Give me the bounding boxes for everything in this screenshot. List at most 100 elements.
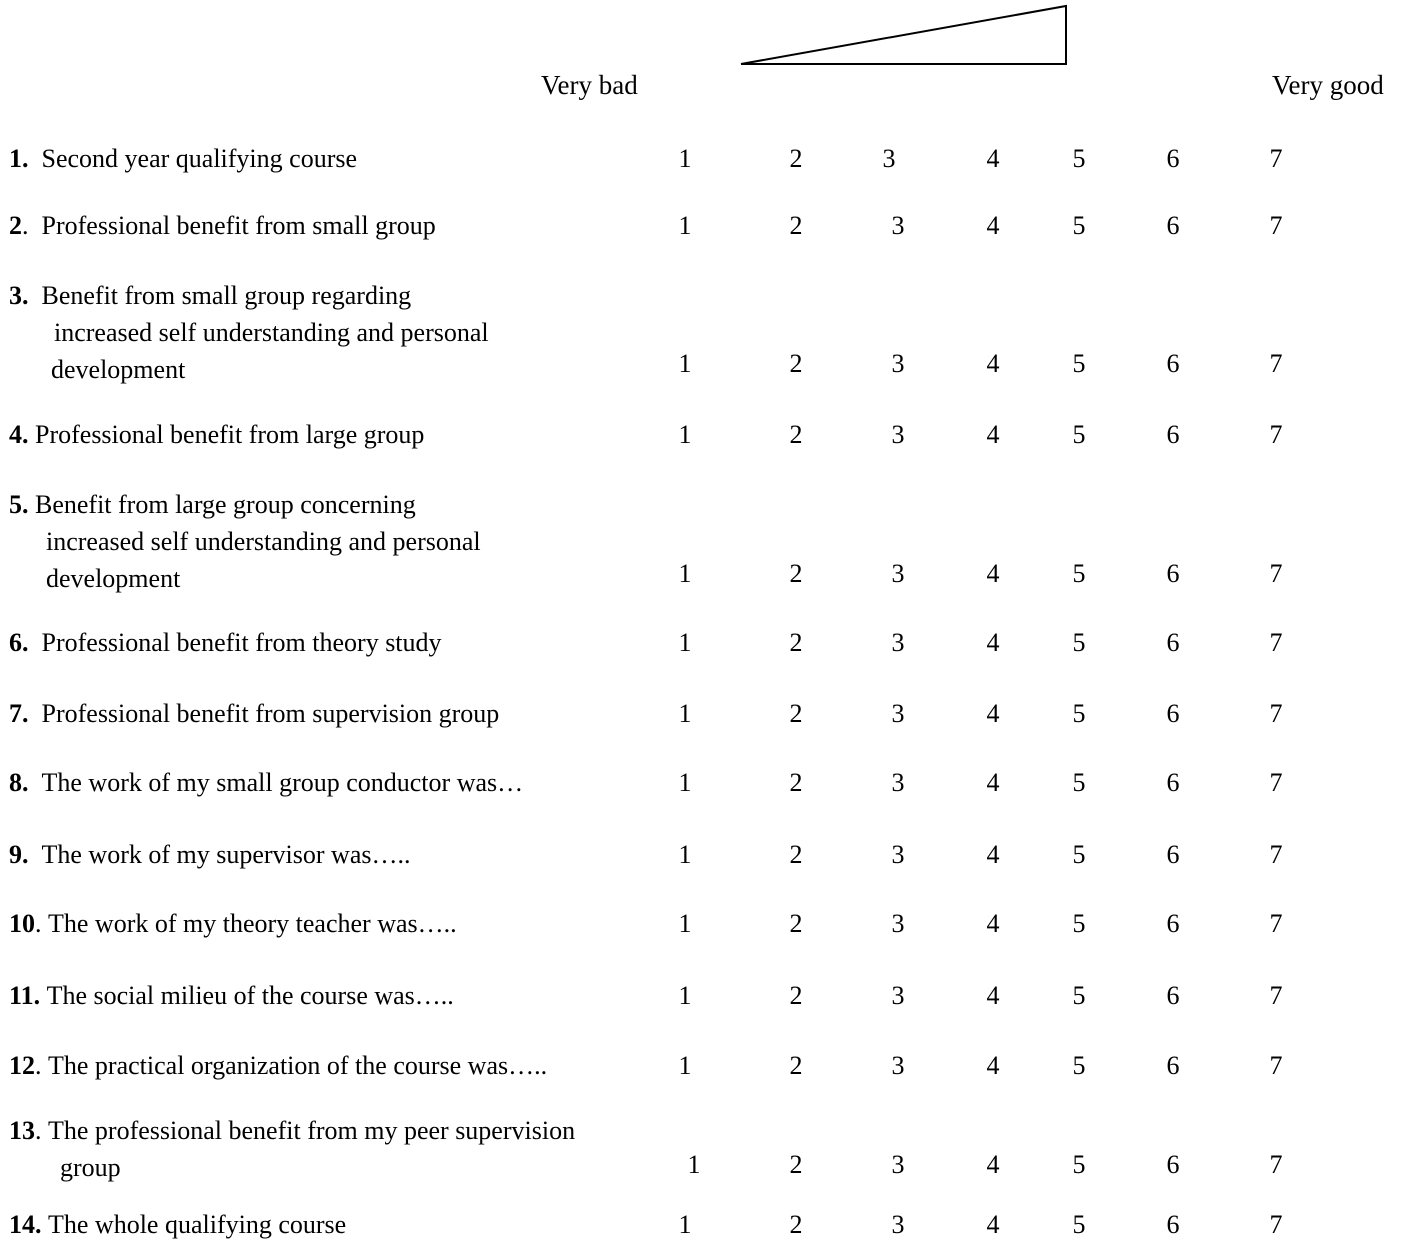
- rating-option-4[interactable]: 4: [986, 349, 1000, 378]
- rating-option-1[interactable]: 1: [678, 840, 692, 869]
- rating-option-4[interactable]: 4: [986, 628, 1000, 657]
- rating-option-6[interactable]: 6: [1166, 909, 1180, 938]
- rating-option-6[interactable]: 6: [1166, 768, 1180, 797]
- rating-option-2[interactable]: 2: [789, 559, 803, 588]
- rating-option-3[interactable]: 3: [891, 211, 905, 240]
- rating-option-7[interactable]: 7: [1269, 559, 1283, 588]
- rating-option-5[interactable]: 5: [1072, 840, 1086, 869]
- rating-option-3[interactable]: 3: [891, 420, 905, 449]
- rating-option-3[interactable]: 3: [891, 768, 905, 797]
- rating-option-5[interactable]: 5: [1072, 768, 1086, 797]
- rating-option-3[interactable]: 3: [891, 1210, 905, 1239]
- rating-option-7[interactable]: 7: [1269, 840, 1283, 869]
- rating-option-2[interactable]: 2: [789, 840, 803, 869]
- rating-option-1[interactable]: 1: [678, 420, 692, 449]
- rating-option-7[interactable]: 7: [1269, 909, 1283, 938]
- rating-option-7[interactable]: 7: [1269, 349, 1283, 378]
- rating-option-1[interactable]: 1: [678, 349, 692, 378]
- rating-option-7[interactable]: 7: [1269, 699, 1283, 728]
- rating-option-1[interactable]: 1: [678, 768, 692, 797]
- rating-option-7[interactable]: 7: [1269, 1150, 1283, 1179]
- rating-option-6[interactable]: 6: [1166, 840, 1180, 869]
- rating-option-6[interactable]: 6: [1166, 1150, 1180, 1179]
- question-number: 13: [9, 1116, 35, 1145]
- rating-option-5[interactable]: 5: [1072, 1210, 1086, 1239]
- rating-option-4[interactable]: 4: [986, 420, 1000, 449]
- rating-option-6[interactable]: 6: [1166, 628, 1180, 657]
- rating-option-2[interactable]: 2: [789, 420, 803, 449]
- rating-option-5[interactable]: 5: [1072, 559, 1086, 588]
- rating-option-4[interactable]: 4: [986, 909, 1000, 938]
- rating-option-2[interactable]: 2: [789, 211, 803, 240]
- rating-option-5[interactable]: 5: [1072, 144, 1086, 173]
- rating-option-3[interactable]: 3: [891, 559, 905, 588]
- rating-option-1[interactable]: 1: [678, 699, 692, 728]
- rating-option-1[interactable]: 1: [678, 981, 692, 1010]
- rating-option-2[interactable]: 2: [789, 628, 803, 657]
- rating-option-1[interactable]: 1: [678, 628, 692, 657]
- rating-option-2[interactable]: 2: [789, 349, 803, 378]
- rating-option-2[interactable]: 2: [789, 1051, 803, 1080]
- rating-option-2[interactable]: 2: [789, 909, 803, 938]
- rating-option-3[interactable]: 3: [891, 840, 905, 869]
- rating-option-1[interactable]: 1: [678, 1210, 692, 1239]
- rating-option-7[interactable]: 7: [1269, 144, 1283, 173]
- rating-option-2[interactable]: 2: [789, 144, 803, 173]
- rating-option-7[interactable]: 7: [1269, 420, 1283, 449]
- rating-option-7[interactable]: 7: [1269, 768, 1283, 797]
- rating-option-6[interactable]: 6: [1166, 1210, 1180, 1239]
- rating-option-4[interactable]: 4: [986, 559, 1000, 588]
- rating-option-1[interactable]: 1: [678, 559, 692, 588]
- rating-option-3[interactable]: 3: [891, 699, 905, 728]
- rating-option-4[interactable]: 4: [986, 1210, 1000, 1239]
- rating-option-3[interactable]: 3: [882, 144, 896, 173]
- rating-option-2[interactable]: 2: [789, 1210, 803, 1239]
- rating-option-7[interactable]: 7: [1269, 981, 1283, 1010]
- rating-option-6[interactable]: 6: [1166, 559, 1180, 588]
- rating-option-3[interactable]: 3: [891, 349, 905, 378]
- rating-option-4[interactable]: 4: [986, 699, 1000, 728]
- rating-option-5[interactable]: 5: [1072, 1051, 1086, 1080]
- rating-option-6[interactable]: 6: [1166, 981, 1180, 1010]
- rating-option-4[interactable]: 4: [986, 144, 1000, 173]
- rating-option-2[interactable]: 2: [789, 699, 803, 728]
- rating-option-2[interactable]: 2: [789, 981, 803, 1010]
- rating-option-5[interactable]: 5: [1072, 981, 1086, 1010]
- rating-option-5[interactable]: 5: [1072, 1150, 1086, 1179]
- rating-option-6[interactable]: 6: [1166, 211, 1180, 240]
- rating-option-2[interactable]: 2: [789, 1150, 803, 1179]
- rating-option-7[interactable]: 7: [1269, 628, 1283, 657]
- rating-option-7[interactable]: 7: [1269, 211, 1283, 240]
- rating-option-4[interactable]: 4: [986, 1051, 1000, 1080]
- rating-option-6[interactable]: 6: [1166, 699, 1180, 728]
- question-label: Professional benefit from small group: [41, 211, 436, 240]
- rating-option-5[interactable]: 5: [1072, 699, 1086, 728]
- rating-option-5[interactable]: 5: [1072, 628, 1086, 657]
- rating-option-5[interactable]: 5: [1072, 211, 1086, 240]
- rating-option-1[interactable]: 1: [687, 1150, 701, 1179]
- rating-option-1[interactable]: 1: [678, 909, 692, 938]
- rating-option-7[interactable]: 7: [1269, 1210, 1283, 1239]
- rating-option-6[interactable]: 6: [1166, 1051, 1180, 1080]
- rating-option-1[interactable]: 1: [678, 1051, 692, 1080]
- rating-option-1[interactable]: 1: [678, 211, 692, 240]
- rating-option-6[interactable]: 6: [1166, 420, 1180, 449]
- rating-option-4[interactable]: 4: [986, 840, 1000, 869]
- rating-option-4[interactable]: 4: [986, 211, 1000, 240]
- rating-option-4[interactable]: 4: [986, 1150, 1000, 1179]
- rating-option-2[interactable]: 2: [789, 768, 803, 797]
- rating-option-4[interactable]: 4: [986, 981, 1000, 1010]
- rating-option-3[interactable]: 3: [891, 1150, 905, 1179]
- rating-option-1[interactable]: 1: [678, 144, 692, 173]
- rating-option-3[interactable]: 3: [891, 981, 905, 1010]
- rating-option-6[interactable]: 6: [1166, 349, 1180, 378]
- rating-option-6[interactable]: 6: [1166, 144, 1180, 173]
- rating-option-7[interactable]: 7: [1269, 1051, 1283, 1080]
- rating-option-3[interactable]: 3: [891, 628, 905, 657]
- rating-option-5[interactable]: 5: [1072, 420, 1086, 449]
- rating-option-3[interactable]: 3: [891, 909, 905, 938]
- rating-option-5[interactable]: 5: [1072, 349, 1086, 378]
- rating-option-5[interactable]: 5: [1072, 909, 1086, 938]
- rating-option-4[interactable]: 4: [986, 768, 1000, 797]
- rating-option-3[interactable]: 3: [891, 1051, 905, 1080]
